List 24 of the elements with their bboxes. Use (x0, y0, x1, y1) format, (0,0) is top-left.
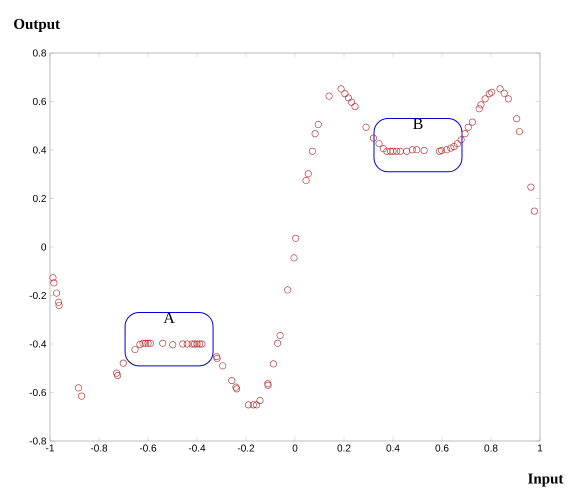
x-tick-label: -0.2 (238, 444, 254, 452)
x-tick-label: 0.2 (337, 444, 350, 452)
y-tick-label: -0.4 (30, 340, 46, 348)
y-tick-label: -0.6 (30, 388, 46, 396)
x-tick-label: 0 (292, 444, 298, 452)
x-tick-label: 0.8 (484, 444, 498, 452)
x-tick-label: -0.6 (140, 444, 156, 452)
x-tick-label: 1 (538, 444, 542, 452)
x-tick-label: -1 (46, 444, 54, 452)
y-tick-label: 0.8 (32, 49, 46, 57)
y-tick-label: -0.8 (30, 437, 46, 445)
annotation: B (413, 118, 423, 130)
x-tick-label: -0.4 (188, 444, 206, 452)
x-axis-title: Input (528, 474, 564, 487)
x-tick-label: -0.8 (90, 444, 108, 452)
y-axis-title: Output (14, 18, 60, 32)
y-tick-label: 0 (41, 243, 46, 251)
y-tick-label: 0.6 (32, 98, 46, 106)
x-tick-label: 0.4 (386, 444, 400, 452)
y-tick-label: -0.2 (30, 292, 46, 300)
annotation: A (163, 312, 175, 324)
y-tick-label: 0.2 (32, 194, 46, 202)
x-tick-label: 0.6 (435, 444, 449, 452)
y-tick-label: 0.4 (32, 146, 46, 154)
